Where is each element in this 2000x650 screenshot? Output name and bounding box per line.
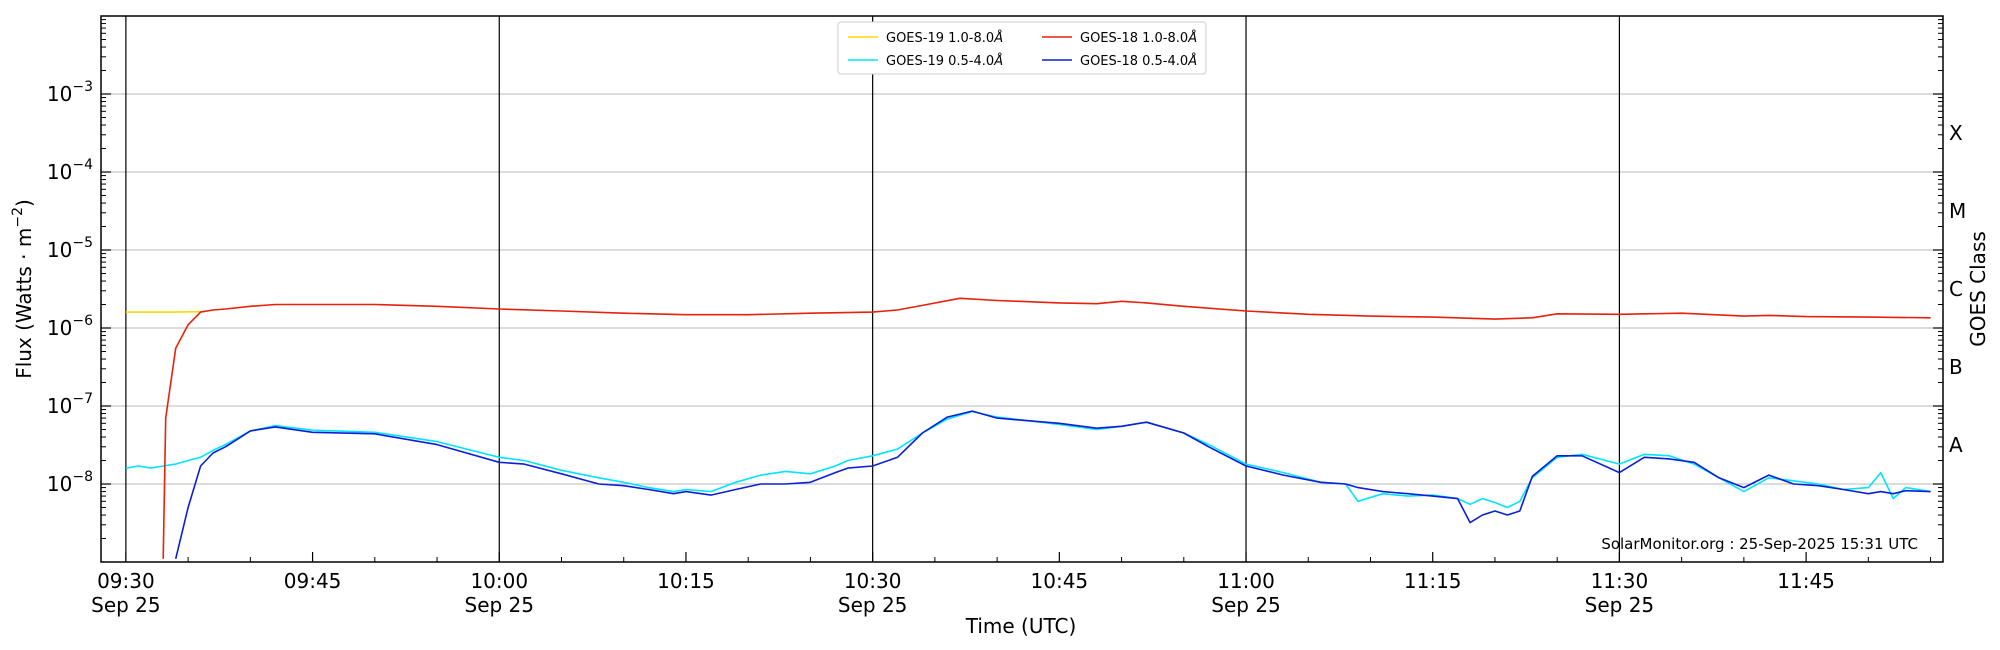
x-tick-date-label: Sep 25 xyxy=(1211,593,1281,617)
x-tick-label: 11:45 xyxy=(1777,569,1835,593)
series-line-goes-18-1-0-8-0 xyxy=(162,297,1931,559)
y-tick-label: 10−6 xyxy=(47,313,93,340)
legend: GOES-19 1.0-8.0Å GOES-19 0.5-4.0Å GOES-18 … xyxy=(837,21,1207,75)
series-line-goes-18-0-5-4-0 xyxy=(174,410,1931,559)
y-tick-label: 10−4 xyxy=(47,157,93,184)
series-line-goes-19-0-5-4-0 xyxy=(125,410,1931,509)
legend-entry-label: GOES-18 1.0-8.0Å xyxy=(1080,30,1197,46)
x-tick-label: 10:00 xyxy=(470,569,528,593)
x-tick-label: 10:30 xyxy=(844,569,902,593)
series-layer xyxy=(125,297,1931,559)
x-tick-date-label: Sep 25 xyxy=(465,593,535,617)
goes-class-label: A xyxy=(1949,433,1963,457)
legend-entry-label: GOES-18 0.5-4.0Å xyxy=(1080,53,1197,69)
x-tick-date-label: Sep 25 xyxy=(1585,593,1655,617)
y-tick-label: 10−5 xyxy=(47,235,93,262)
goes-class-label: C xyxy=(1949,277,1963,301)
grid-layer xyxy=(101,16,1943,562)
x-tick-label: 11:00 xyxy=(1217,569,1275,593)
y-tick-label: 10−7 xyxy=(47,391,93,418)
x-tick-label: 09:30 xyxy=(97,569,155,593)
legend-entry-label: GOES-19 1.0-8.0Å xyxy=(886,30,1003,46)
x-tick-label: 11:15 xyxy=(1404,569,1462,593)
legend-entry-label: GOES-19 0.5-4.0Å xyxy=(886,53,1003,69)
y-tick-label: 10−8 xyxy=(47,469,93,496)
x-tick-label: 11:30 xyxy=(1591,569,1649,593)
x-axis-title: Time (UTC) xyxy=(965,614,1077,638)
y-axis-title: Flux (Watts · m−2) xyxy=(10,199,36,379)
credit-text: SolarMonitor.org : 25-Sep-2025 15:31 UTC xyxy=(1601,535,1918,553)
x-tick-date-label: Sep 25 xyxy=(91,593,161,617)
goes-class-label: B xyxy=(1949,355,1963,379)
tick-layer xyxy=(101,19,1943,562)
legend-box xyxy=(837,21,1207,75)
goes-class-label: X xyxy=(1949,121,1963,145)
y-tick-label: 10−3 xyxy=(47,79,93,106)
goes-class-label: M xyxy=(1949,199,1966,223)
right-axis-title: GOES Class xyxy=(1966,231,1990,347)
x-tick-label: 09:45 xyxy=(284,569,342,593)
x-tick-label: 10:45 xyxy=(1031,569,1089,593)
x-tick-label: 10:15 xyxy=(657,569,715,593)
plot-frame xyxy=(100,15,1944,563)
x-tick-date-label: Sep 25 xyxy=(838,593,908,617)
